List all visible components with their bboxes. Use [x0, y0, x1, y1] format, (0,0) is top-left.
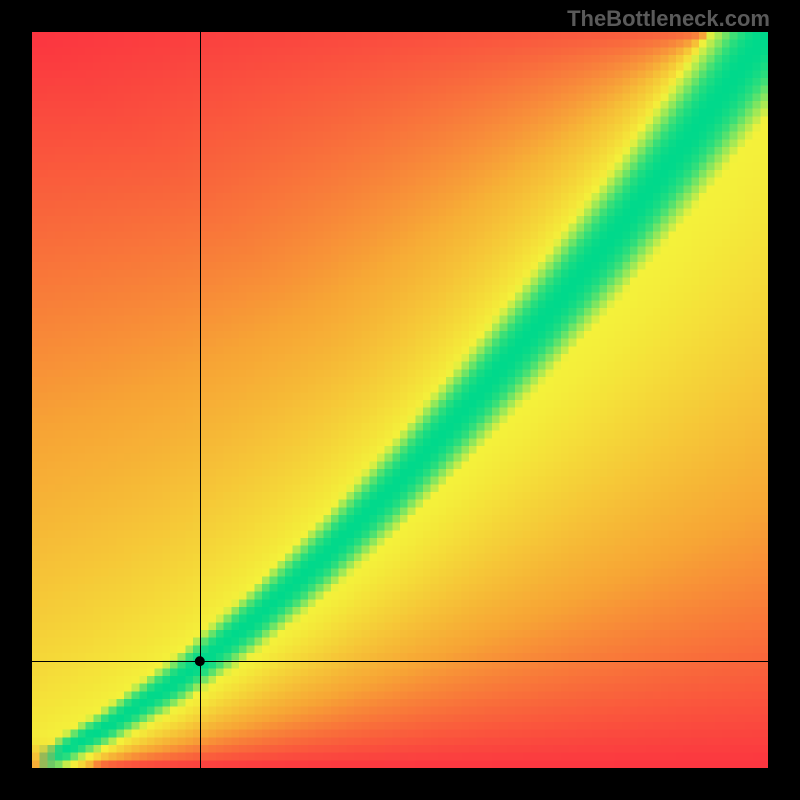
- plot-area: [32, 32, 768, 768]
- crosshair-overlay: [32, 32, 768, 768]
- watermark-text: TheBottleneck.com: [567, 6, 770, 32]
